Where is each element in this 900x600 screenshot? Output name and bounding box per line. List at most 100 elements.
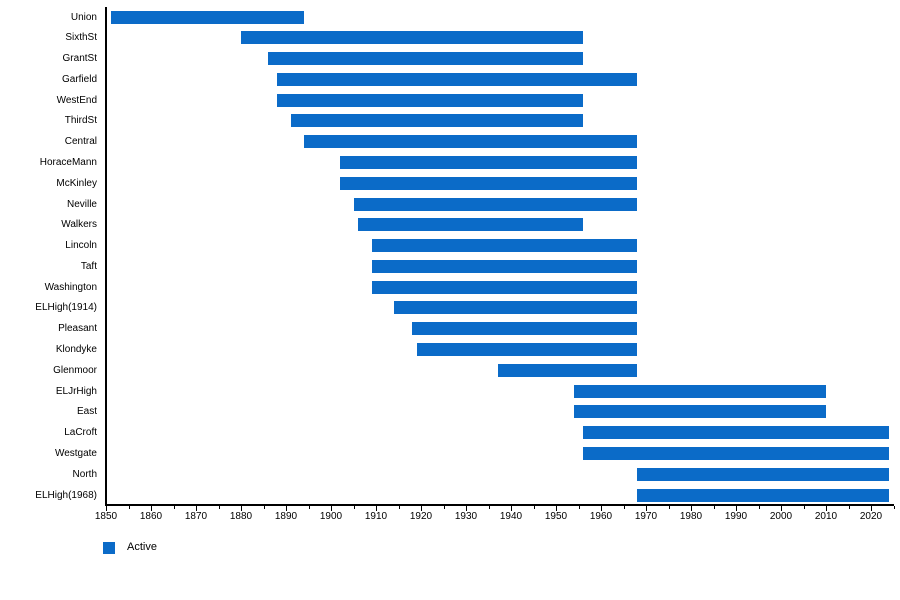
timeline-bar [340, 176, 637, 190]
timeline-bar [277, 93, 583, 107]
x-axis-major-tick [286, 505, 287, 511]
x-axis-tick-label: 2000 [769, 511, 793, 522]
x-axis-minor-tick [713, 505, 715, 509]
x-axis-major-tick [826, 505, 827, 511]
row-label: Neville [66, 198, 97, 210]
row-label: ELHigh(1968) [35, 489, 97, 501]
timeline-bar [394, 301, 637, 315]
row-label: Pleasant [58, 323, 97, 335]
row-label: ELJrHigh [55, 385, 97, 397]
x-axis-major-tick [511, 505, 512, 511]
timeline-bar [371, 239, 637, 253]
timeline-bar [353, 197, 637, 211]
legend: Active [103, 541, 157, 554]
timeline-bar [340, 155, 637, 169]
x-axis-minor-tick [668, 505, 670, 509]
timeline-bar [304, 135, 637, 149]
x-axis-major-tick [421, 505, 422, 511]
row-label: Central [64, 136, 97, 148]
row-label: GrantSt [62, 53, 97, 65]
x-axis-major-tick [106, 505, 107, 511]
x-axis-tick-label: 1870 [184, 511, 208, 522]
timeline-bar [290, 114, 583, 128]
timeline-bar [637, 467, 889, 481]
x-axis-tick-label: 1880 [229, 511, 253, 522]
x-axis-minor-tick [353, 505, 355, 509]
row-label: Washington [44, 281, 97, 293]
x-axis-minor-tick [893, 505, 895, 509]
x-axis-tick-label: 1980 [679, 511, 703, 522]
x-axis-minor-tick [533, 505, 535, 509]
legend-active-label: Active [127, 541, 157, 553]
x-axis-tick-label: 1970 [634, 511, 658, 522]
timeline-bar [241, 31, 583, 45]
y-axis-line [105, 7, 107, 505]
row-label: ThirdSt [64, 115, 97, 127]
x-axis-tick-label: 1910 [364, 511, 388, 522]
row-label: SixthSt [65, 32, 97, 44]
row-label: Union [70, 11, 97, 23]
row-label: North [72, 468, 97, 480]
row-label: Walkers [61, 219, 97, 231]
x-axis-minor-tick [308, 505, 310, 509]
row-label: Taft [80, 260, 97, 272]
x-axis-major-tick [736, 505, 737, 511]
timeline-bar [358, 218, 583, 232]
timeline-bar [277, 72, 637, 86]
timeline-bar [110, 10, 304, 24]
timeline-bar [416, 343, 637, 357]
x-axis-minor-tick [488, 505, 490, 509]
x-axis-tick-label: 1890 [274, 511, 298, 522]
x-axis-tick-label: 1940 [499, 511, 523, 522]
legend-active-swatch [103, 541, 115, 554]
row-label: Klondyke [55, 344, 97, 356]
x-axis-minor-tick [398, 505, 400, 509]
timeline-bar [574, 384, 826, 398]
x-axis-minor-tick [758, 505, 760, 509]
x-axis-tick-label: 1990 [724, 511, 748, 522]
x-axis-minor-tick [128, 505, 130, 509]
row-label: Westgate [54, 447, 97, 459]
x-axis-line [105, 504, 895, 506]
timeline-bar [268, 52, 583, 66]
x-axis-major-tick [241, 505, 242, 511]
x-axis-minor-tick [848, 505, 850, 509]
x-axis-major-tick [781, 505, 782, 511]
x-axis-major-tick [646, 505, 647, 511]
timeline-bar [371, 259, 637, 273]
x-axis-major-tick [466, 505, 467, 511]
x-axis-major-tick [691, 505, 692, 511]
x-axis-tick-label: 1930 [454, 511, 478, 522]
x-axis-tick-label: 1900 [319, 511, 343, 522]
x-axis-minor-tick [218, 505, 220, 509]
timeline-bar [371, 280, 637, 294]
row-label: McKinley [56, 177, 97, 189]
x-axis-tick-label: 1960 [589, 511, 613, 522]
row-label: Lincoln [65, 240, 97, 252]
x-axis-major-tick [601, 505, 602, 511]
x-axis-tick-label: 1950 [544, 511, 568, 522]
row-label: WestEnd [56, 94, 97, 106]
x-axis-minor-tick [803, 505, 805, 509]
row-label: HoraceMann [39, 156, 97, 168]
timeline-bar [412, 322, 637, 336]
x-axis-tick-label: 2020 [859, 511, 883, 522]
x-axis-minor-tick [623, 505, 625, 509]
x-axis-minor-tick [173, 505, 175, 509]
x-axis-minor-tick [578, 505, 580, 509]
timeline-bar [637, 488, 889, 502]
timeline-bar [574, 405, 826, 419]
x-axis-tick-label: 1850 [94, 511, 118, 522]
x-axis-major-tick [556, 505, 557, 511]
row-label: Garfield [61, 73, 97, 85]
row-label: ELHigh(1914) [35, 302, 97, 314]
row-label: East [76, 406, 97, 418]
timeline-bar [583, 426, 889, 440]
x-axis-major-tick [331, 505, 332, 511]
x-axis-minor-tick [263, 505, 265, 509]
x-axis-major-tick [196, 505, 197, 511]
x-axis-minor-tick [443, 505, 445, 509]
row-label: Glenmoor [53, 364, 97, 376]
x-axis-major-tick [871, 505, 872, 511]
